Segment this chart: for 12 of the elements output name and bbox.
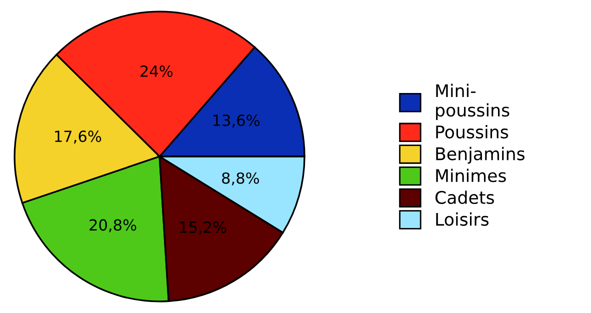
legend-label: Poussins xyxy=(436,125,508,138)
data-label: 17,6% xyxy=(55,130,102,144)
data-label: 20,8% xyxy=(90,219,136,232)
legend-label: Minimes xyxy=(436,168,506,182)
legend-label: Mini- poussins xyxy=(436,84,510,120)
data-label: 24% xyxy=(140,65,173,77)
legend-label: Benjamins xyxy=(436,146,524,164)
legend-label: Cadets xyxy=(435,190,494,204)
data-label: 15,2% xyxy=(180,221,226,235)
data-label: 8,8% xyxy=(222,172,259,186)
legend-label: Loisirs xyxy=(436,212,489,226)
data-label: 13,6% xyxy=(213,114,260,128)
